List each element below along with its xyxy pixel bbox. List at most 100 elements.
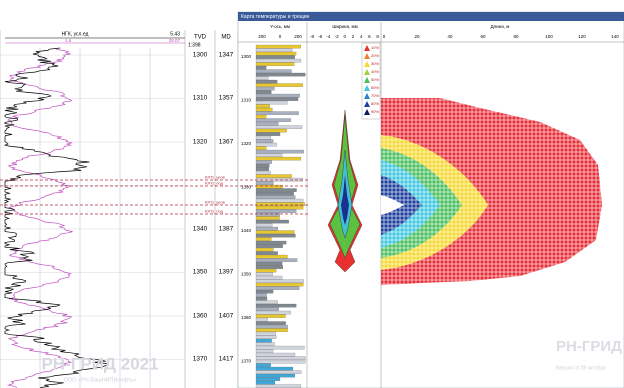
lithology-bar (255, 317, 268, 322)
lithology-bar (255, 268, 277, 273)
lithology-bar (255, 128, 287, 133)
lithology-bar (255, 314, 286, 318)
lithology-bar (255, 233, 296, 238)
tvd-header: TVD (194, 35, 207, 41)
lithology-bar (255, 139, 274, 143)
length-tick: 100 (545, 34, 553, 39)
md-label: 1357 (219, 95, 234, 102)
md-label: 1407 (219, 313, 234, 320)
lithology-bar (255, 254, 288, 259)
lithology-bar (255, 86, 275, 91)
tvd-label: 1310 (193, 95, 208, 102)
track-header: Y-ось, мм (270, 24, 290, 29)
width-label: Ширина, мм (332, 24, 357, 29)
lithology-bar (255, 191, 294, 196)
md-label: 1417 (219, 356, 234, 363)
lithology-bar (255, 303, 297, 308)
length-label: Длина, м (491, 24, 510, 29)
curve-name: НГК, усл.ед (62, 31, 89, 37)
curve2-min: 1.6 (65, 38, 72, 43)
lithology-bar (255, 237, 272, 241)
lithology-bar (255, 230, 295, 234)
header (0, 30, 238, 48)
lithology-bar (255, 202, 305, 206)
temperature-map (381, 98, 602, 285)
lithology-bar (255, 258, 298, 262)
width-tick: -8 (310, 34, 314, 39)
lithology-bar (255, 219, 289, 224)
scale: 1:398 (188, 42, 201, 48)
lithology-bar (255, 93, 300, 98)
marker-label: ЮП1_под (205, 209, 224, 214)
window-title: Карта температуры и трещин (241, 14, 310, 20)
lithology-bar (255, 296, 268, 301)
legend-label: 30% (371, 61, 379, 66)
lithology-bar (255, 107, 273, 112)
lithology-bar (255, 62, 295, 66)
depth-tick: 1330 (241, 185, 252, 190)
marker-label: ЮП1_кров (205, 200, 225, 205)
curve-max: 5.43 (170, 31, 180, 37)
tvd-label: 1370 (193, 356, 208, 363)
lithology-bar (255, 114, 267, 119)
lithology-bar (255, 286, 300, 290)
length-tick: 20 (414, 34, 420, 39)
lithology-bar (255, 328, 288, 332)
depth-tick: 1340 (241, 228, 252, 233)
legend-swatch (364, 109, 370, 115)
lithology-bar (255, 289, 274, 294)
lithology-bar (255, 142, 277, 147)
lithology-bar (255, 265, 283, 269)
lithology-bar (255, 335, 277, 339)
tvd-label: 1300 (193, 52, 208, 59)
lithology-bar (255, 321, 286, 325)
lithology-bar (255, 307, 279, 311)
lithology-bar (255, 167, 269, 171)
lithology-bar (255, 209, 297, 213)
lithology-bar (255, 160, 272, 164)
fracture-core (341, 175, 349, 225)
lithology-bar (255, 146, 267, 150)
lithology-bar (255, 48, 293, 52)
lithology-bar (255, 65, 267, 70)
legend-swatch (364, 101, 370, 107)
curve-ngk (6, 47, 73, 388)
curve2-max: 28.07 (169, 38, 181, 43)
lithology-bar (255, 226, 278, 231)
tvd-label: 1340 (193, 226, 208, 233)
lithology-bar (255, 366, 294, 371)
lithology-bar (255, 83, 303, 87)
lithology-bar (255, 121, 279, 126)
lithology-bar (255, 384, 302, 388)
depth-tick: 1310 (241, 98, 252, 103)
lithology-bar (255, 156, 302, 161)
md-header: MD (221, 35, 231, 41)
lithology-bar (255, 44, 301, 49)
width-tick: 4 (360, 34, 363, 39)
lithology-bar (255, 174, 292, 178)
lithology-bar (255, 212, 280, 217)
lithology-bar (255, 149, 304, 154)
lithology-bar (255, 240, 287, 245)
lithology-bar (255, 345, 305, 350)
lithology-bar (255, 181, 274, 185)
lithology-bar (255, 352, 296, 357)
watermark: РН-ГРИД 2021 (41, 354, 158, 373)
lithology-bar (255, 223, 273, 227)
legend-swatch (364, 61, 370, 67)
lithology-bar (255, 76, 269, 80)
lithology-bar (255, 205, 304, 210)
lithology-bar (255, 216, 280, 220)
legend-label: 70% (371, 93, 379, 98)
legend-swatch (364, 85, 370, 91)
md-label: 1347 (219, 52, 234, 59)
depth-tick: 1360 (241, 315, 252, 320)
lithology-bar (255, 247, 274, 252)
lithology-bar (255, 310, 291, 315)
lithology-bar (255, 275, 283, 280)
length-tick: 120 (578, 34, 586, 39)
tvd-label: 1350 (193, 269, 208, 276)
width-tick: 8 (376, 34, 379, 39)
depth-tick: 1350 (241, 272, 252, 277)
